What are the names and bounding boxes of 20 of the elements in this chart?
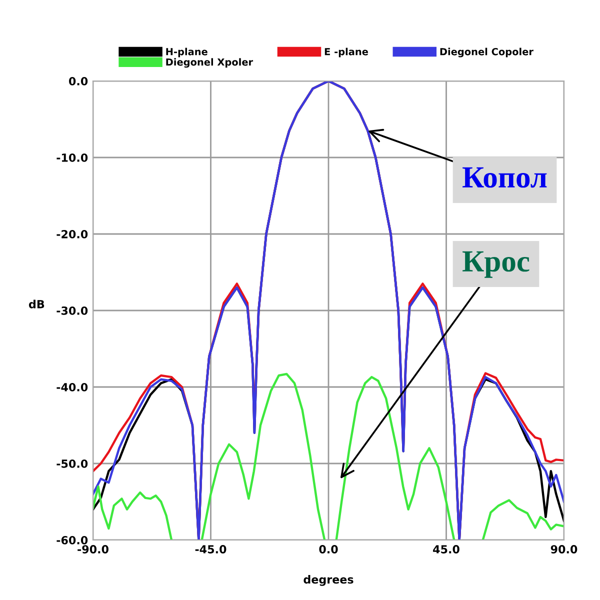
legend-label: Diegonel Copoler: [440, 48, 534, 58]
y-tick-label: -10.0: [56, 153, 88, 162]
y-tick-label: -60.0: [56, 536, 88, 544]
x-tick-label: -90.0: [78, 545, 108, 554]
y-tick-label: -50.0: [56, 459, 88, 468]
legend-label: E -plane: [324, 48, 368, 58]
x-tick-label: 45.0: [433, 545, 460, 554]
y-tick-label: -40.0: [56, 382, 88, 392]
annotation: Копол: [462, 167, 547, 188]
legend-label: Diegonel Xpoler: [166, 58, 254, 68]
legend-label: H-plane: [166, 48, 208, 58]
y-tick-label: -20.0: [56, 230, 88, 238]
annotation: Крос: [462, 251, 530, 278]
y-tick-label: 0.0: [68, 76, 88, 86]
y-axis-title: dB: [28, 300, 44, 308]
x-axis-title: degrees: [304, 575, 354, 586]
y-tick-label: -30.0: [56, 306, 88, 315]
x-tick-label: 90.0: [550, 545, 578, 554]
x-tick-label: 0.0: [319, 545, 338, 554]
x-tick-label: -45.0: [195, 545, 226, 554]
